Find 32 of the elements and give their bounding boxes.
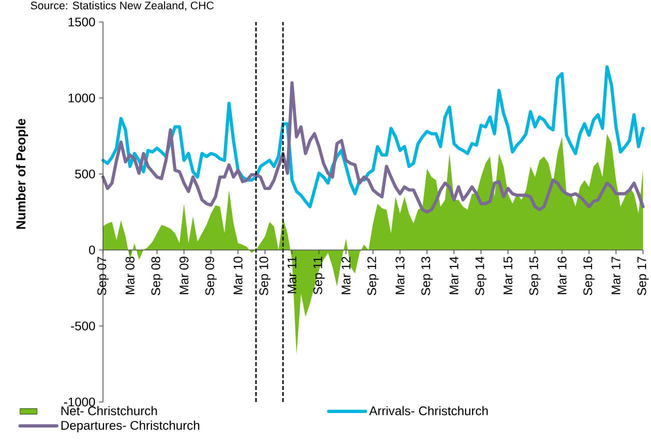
x-tick-label: Sep 16	[583, 256, 595, 296]
x-tick-label: Sep 13	[421, 256, 433, 296]
x-tick-label: Mar 11	[288, 256, 296, 294]
x-tick-label: Sep 15	[529, 256, 541, 296]
legend-label: Net- Christchurch	[61, 406, 157, 416]
x-tick-label: Sep 09	[205, 256, 217, 296]
x-tick-label: Sep 11	[313, 256, 325, 294]
x-tick-label: Sep 17	[637, 256, 649, 296]
x-tick-label: Mar 16	[558, 256, 566, 294]
x-tick-label: Mar 12	[342, 256, 350, 294]
x-tick-label: Sep 07	[97, 256, 109, 296]
y-tick-label: 1000	[68, 94, 95, 102]
x-tick-label: Mar 15	[504, 256, 512, 294]
x-tick-label: Mar 17	[612, 256, 620, 294]
legend-label: Departures- Christchurch	[61, 420, 200, 432]
y-tick-label: 500	[75, 170, 95, 178]
x-tick-label: Sep 12	[367, 256, 379, 296]
x-tick-label: Sep 14	[475, 256, 487, 296]
x-tick-label: Mar 14	[450, 256, 458, 294]
source-note: Source: Statistics New Zealand, CHC	[30, 1, 214, 11]
y-tick-label: -1000	[64, 398, 95, 406]
x-tick-label: Mar 08	[126, 256, 134, 294]
y-tick-label: 1500	[68, 18, 95, 26]
x-tick-label: Sep 10	[259, 256, 271, 296]
y-axis-title: Number of People	[16, 118, 28, 229]
y-tick-label: -500	[71, 322, 95, 330]
x-tick-label: Mar 10	[234, 256, 242, 294]
x-tick-label: Mar 13	[396, 256, 404, 294]
legend-label: Arrivals- Christchurch	[369, 406, 488, 416]
x-tick-label: Mar 09	[180, 256, 188, 294]
x-tick-label: Sep 08	[151, 256, 163, 296]
y-tick-label: 0	[89, 246, 95, 254]
